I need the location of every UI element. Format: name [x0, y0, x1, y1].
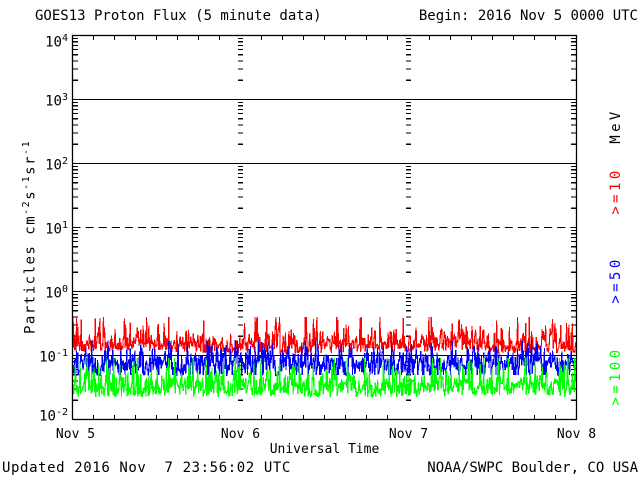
flux-series [71, 340, 577, 376]
flux-series [72, 357, 577, 399]
x-tick-label: Nov 8 [556, 427, 597, 442]
y-tick-label: 10-2 [39, 406, 68, 425]
chart-title: GOES13 Proton Flux (5 minute data) [35, 8, 322, 24]
legend-entry: >=10 [608, 166, 624, 215]
y-tick-label: 100 [45, 283, 68, 302]
x-axis-label: Universal Time [269, 442, 380, 457]
credit-label: NOAA/SWPC Boulder, CO USA [427, 460, 638, 476]
y-tick-label: 103 [45, 91, 68, 110]
begin-time-label: Begin: 2016 Nov 5 0000 UTC [418, 8, 638, 24]
updated-timestamp: Updated 2016 Nov 7 23:56:02 UTC [2, 460, 291, 476]
flux-series [71, 316, 577, 356]
y-tick-label: 101 [45, 219, 68, 238]
legend-unit-label: MeV [608, 107, 624, 144]
y-tick-label: 10-1 [39, 347, 68, 366]
x-tick-label: Nov 6 [220, 427, 261, 442]
x-tick-label: Nov 7 [388, 427, 429, 442]
legend-entry: >=100 [608, 345, 624, 406]
x-tick-label: Nov 5 [55, 427, 96, 442]
plot-frame [71, 34, 578, 421]
y-tick-label: 102 [45, 155, 68, 174]
legend-entry: >=50 [608, 256, 624, 304]
y-tick-label: 104 [45, 32, 68, 51]
